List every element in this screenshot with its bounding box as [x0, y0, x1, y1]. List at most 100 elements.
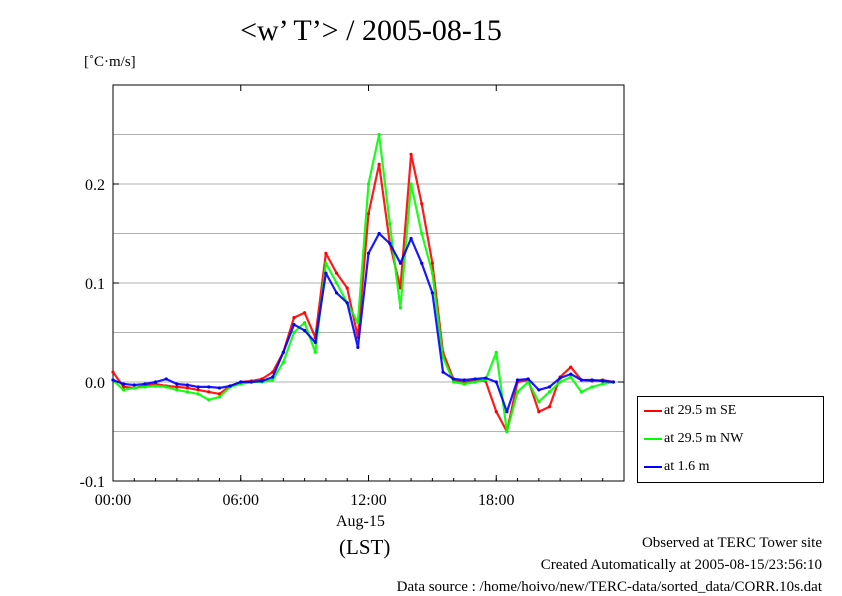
series-point-1 — [430, 271, 434, 275]
footer-created: Created Automatically at 2005-08-15/23:5… — [540, 557, 822, 573]
series-point-0 — [494, 410, 498, 414]
legend-swatch-se — [644, 409, 662, 412]
series-point-2 — [398, 261, 403, 265]
series-point-2 — [281, 350, 285, 354]
series-point-1 — [132, 386, 136, 390]
series-point-2 — [292, 322, 296, 327]
series-point-0 — [334, 271, 339, 275]
series-point-2 — [153, 380, 158, 384]
series-point-2 — [420, 261, 424, 265]
series-line-1 — [112, 133, 614, 433]
legend-label-nw: at 29.5 m NW — [664, 431, 744, 446]
series-point-2 — [217, 386, 222, 390]
legend-swatch-1-6m — [644, 465, 662, 468]
series-point-1 — [547, 390, 552, 394]
series-point-1 — [303, 321, 307, 325]
series-point-0 — [111, 370, 115, 374]
series-point-2 — [345, 301, 349, 305]
series-point-2 — [143, 382, 147, 386]
legend-item-se: at 29.5 m SE — [644, 403, 736, 419]
legend-label-se: at 29.5 m SE — [664, 403, 737, 418]
series-point-1 — [515, 390, 520, 394]
series-point-2 — [207, 385, 211, 389]
series-point-1 — [366, 182, 371, 186]
legend-item-nw: at 29.5 m NW — [644, 431, 743, 447]
series-point-2 — [356, 345, 360, 349]
series-point-2 — [579, 378, 584, 382]
series-point-2 — [185, 383, 190, 387]
series-point-2 — [558, 376, 562, 380]
series-point-1 — [271, 378, 275, 382]
chart-title: <w’ T’> / 2005-08-15 — [240, 14, 502, 47]
series-point-2 — [175, 382, 179, 386]
series-point-1 — [601, 382, 605, 386]
series-point-1 — [334, 281, 339, 285]
series-point-2 — [303, 328, 307, 333]
series-point-1 — [207, 398, 211, 402]
series-point-1 — [292, 330, 296, 335]
series-point-1 — [558, 380, 562, 384]
series-point-2 — [111, 378, 115, 382]
series-point-0 — [185, 386, 190, 390]
series-point-2 — [271, 375, 275, 379]
y-tick-label: 0.1 — [85, 276, 105, 293]
legend: at 29.5 m SE at 29.5 m NW at 1.6 m — [637, 396, 824, 483]
series-point-2 — [228, 384, 232, 388]
series-point-0 — [430, 261, 434, 265]
series-point-2 — [569, 372, 573, 376]
series-point-1 — [122, 388, 126, 392]
x-tick-label: 00:00 — [95, 492, 131, 509]
series-point-1 — [377, 132, 381, 137]
series-point-0 — [303, 311, 307, 315]
series-point-0 — [292, 316, 296, 320]
x-tick-label: 18:00 — [478, 492, 514, 509]
series-point-2 — [590, 378, 594, 382]
series-point-1 — [185, 390, 190, 394]
series-point-2 — [601, 379, 605, 383]
series-point-1 — [324, 261, 328, 265]
series-point-2 — [239, 380, 243, 384]
series-point-0 — [207, 390, 211, 394]
y-tick-label: 0.2 — [85, 177, 105, 194]
series-point-1 — [505, 429, 509, 434]
y-tick-label: 0.0 — [85, 375, 105, 392]
series-point-2 — [452, 377, 456, 381]
series-point-2 — [462, 378, 466, 382]
series-point-0 — [324, 251, 328, 255]
series-point-2 — [122, 382, 126, 386]
series-point-1 — [462, 382, 466, 386]
series-point-0 — [345, 286, 349, 290]
series-point-2 — [611, 380, 615, 384]
series-point-1 — [569, 375, 573, 379]
series-point-2 — [132, 383, 136, 387]
series-point-2 — [505, 410, 509, 414]
series-point-2 — [388, 241, 392, 245]
series-point-2 — [377, 231, 381, 236]
series-point-1 — [494, 350, 498, 354]
y-axis-unit-label: [˚C·m/s] — [84, 54, 136, 70]
x-axis-date-label: Aug-15 — [336, 513, 385, 530]
series-point-2 — [196, 385, 200, 389]
x-tick-label: 12:00 — [350, 492, 386, 509]
series-point-1 — [388, 222, 392, 226]
series-line-2 — [112, 232, 614, 413]
series-point-2 — [526, 377, 530, 381]
footer-site: Observed at TERC Tower site — [641, 535, 822, 551]
series-point-1 — [590, 385, 594, 389]
series-point-2 — [334, 291, 339, 295]
series-point-2 — [547, 385, 552, 389]
series-point-1 — [452, 380, 456, 384]
series-point-1 — [196, 392, 200, 396]
series-point-1 — [409, 182, 413, 186]
series-point-1 — [398, 306, 403, 310]
legend-label-1-6m: at 1.6 m — [664, 459, 710, 474]
x-axis-timezone-label: (LST) — [339, 535, 391, 559]
series-point-2 — [473, 377, 477, 381]
series-point-1 — [281, 360, 285, 364]
series-point-1 — [579, 390, 584, 394]
y-tick-label: -0.1 — [80, 474, 105, 491]
series-point-0 — [420, 202, 424, 206]
series-point-2 — [260, 379, 264, 383]
series-point-2 — [249, 380, 253, 384]
